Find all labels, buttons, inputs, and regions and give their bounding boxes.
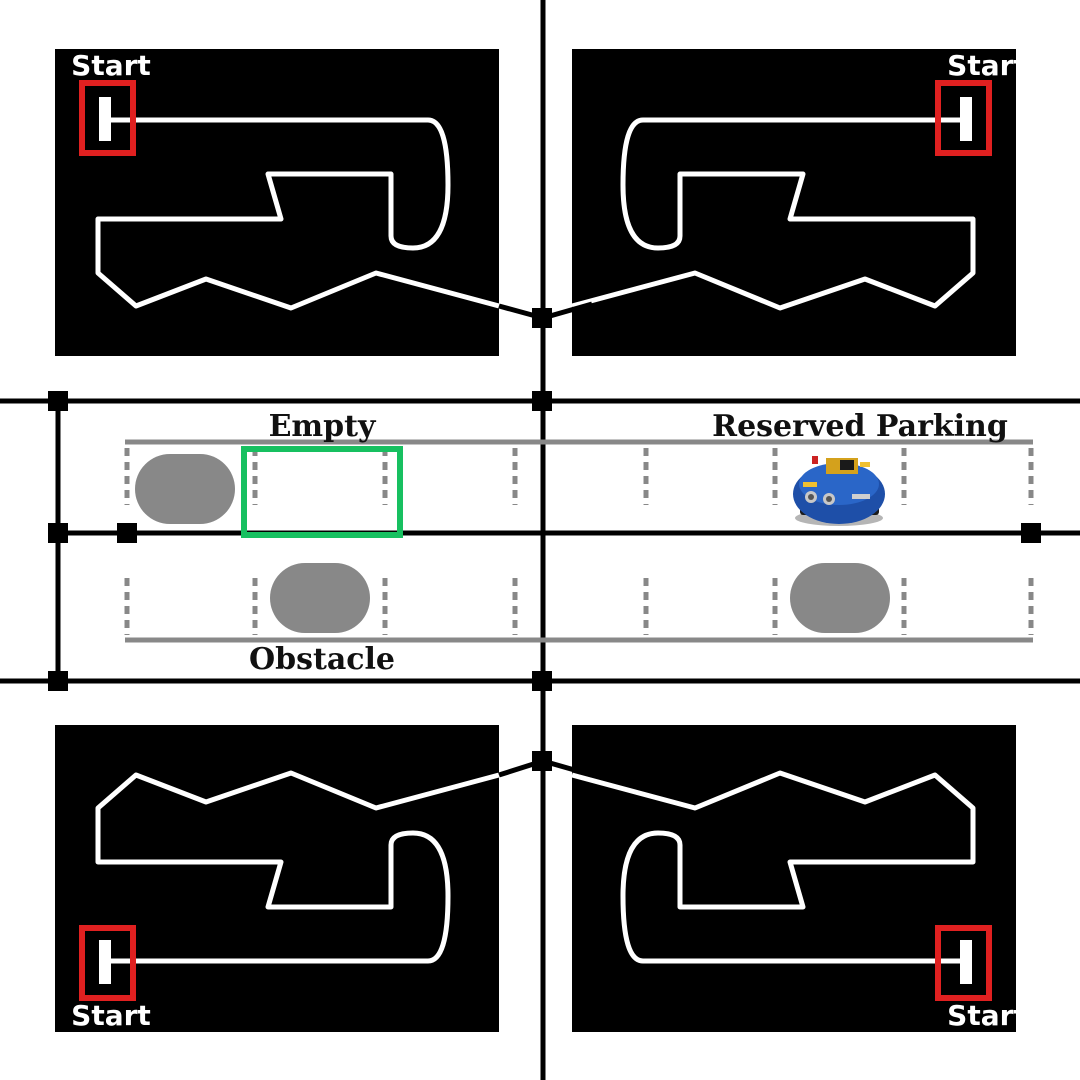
track-board-top-left xyxy=(55,49,499,356)
obstacle-icon xyxy=(270,563,370,633)
obstacle-icon xyxy=(135,454,235,524)
start-label-top-right: Start xyxy=(947,49,1027,82)
empty-slot-highlight xyxy=(241,446,403,538)
track-board-bottom-left xyxy=(55,725,499,1032)
start-label-bottom-right: Start xyxy=(947,999,1027,1032)
robot-car-icon xyxy=(793,456,885,526)
start-label-top-left: Start xyxy=(71,49,151,82)
reserved-parking-label: Reserved Parking xyxy=(712,409,1008,444)
start-label-bottom-left: Start xyxy=(71,999,151,1032)
track-board-bottom-right xyxy=(572,725,1016,1032)
parking-lot xyxy=(124,439,1034,643)
obstacle-label: Obstacle xyxy=(249,642,395,677)
empty-label: Empty xyxy=(269,409,377,444)
track-board-top-right xyxy=(572,49,1016,356)
obstacle-icon xyxy=(790,563,890,633)
road-nodes xyxy=(48,308,1041,771)
